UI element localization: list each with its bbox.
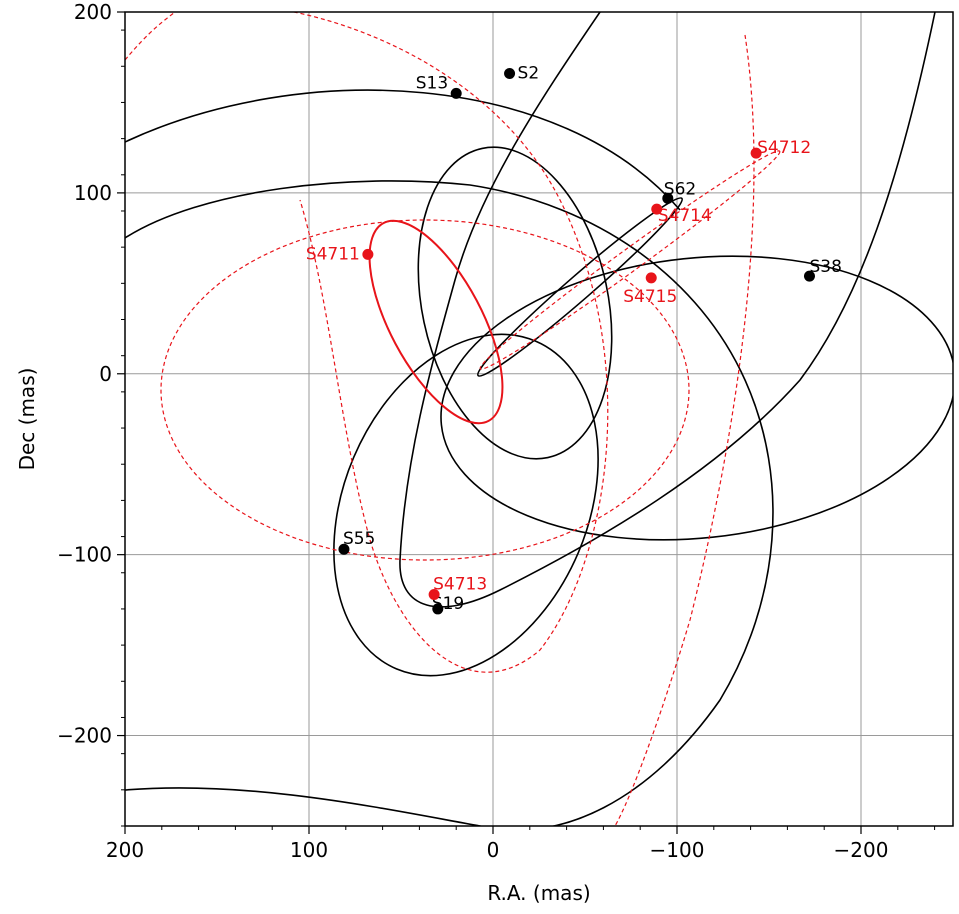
- label-s4712: S4712: [757, 138, 811, 158]
- label-s38: S38: [809, 257, 841, 277]
- orbit-s55: [333, 333, 599, 677]
- label-s4713: S4713: [433, 574, 487, 594]
- point-s62: [662, 192, 674, 204]
- label-s13: S13: [416, 73, 448, 93]
- orbit-s62: [477, 197, 683, 377]
- x-tick-label: −200: [834, 838, 889, 862]
- point-s2: [504, 68, 516, 80]
- point-s4715: [645, 272, 657, 284]
- plot-frame: [124, 11, 954, 827]
- label-s4715: S4715: [623, 287, 677, 307]
- x-tick-label: 100: [290, 838, 328, 862]
- label-s2: S2: [518, 64, 540, 84]
- point-s38: [803, 270, 815, 282]
- point-s13: [450, 87, 462, 99]
- y-tick-label: −100: [57, 543, 112, 567]
- orbit-s13: [399, 12, 936, 608]
- orbit-s38: [440, 255, 953, 541]
- y-tick-label: −200: [57, 724, 112, 748]
- star-points: S2 S13 S62 S38 S55 S19 S4711 S4712 S4714 S4715 S47…: [306, 64, 842, 615]
- x-tick-label: 0: [487, 838, 500, 862]
- point-s4711: [362, 248, 374, 260]
- label-s4714: S4714: [658, 206, 712, 226]
- axis-ticks: 200 100 0 −100 −200 200 100 0 −100 −200: [57, 0, 936, 862]
- point-s55: [338, 543, 350, 555]
- orbit-s4714: [614, 34, 755, 826]
- y-tick-label: 100: [74, 181, 112, 205]
- y-tick-label: 0: [99, 362, 112, 386]
- x-axis-label: R.A. (mas): [487, 881, 590, 905]
- orbit-curves: [125, 12, 953, 826]
- orbit-s19: [125, 180, 774, 826]
- orbit-s4712: [479, 150, 781, 370]
- orbit-s4715: [155, 12, 609, 673]
- point-s4714: [651, 203, 663, 215]
- label-s4711: S4711: [306, 244, 360, 264]
- orbit-s4711: [368, 219, 504, 425]
- label-s62: S62: [664, 179, 696, 199]
- label-s19: S19: [432, 594, 464, 614]
- point-s4712: [750, 147, 762, 159]
- orbit-s2: [417, 146, 613, 460]
- x-tick-label: −100: [650, 838, 705, 862]
- orbit-s4713: [160, 219, 690, 561]
- x-tick-label: 200: [106, 838, 144, 862]
- plot-background: [125, 12, 953, 826]
- point-s4713: [428, 588, 440, 600]
- point-s19: [432, 603, 444, 615]
- orbit-s4712-tail: [125, 12, 176, 61]
- y-tick-label: 200: [74, 0, 112, 24]
- y-axis-label: Dec (mas): [15, 368, 39, 471]
- label-s55: S55: [343, 529, 375, 549]
- orbit-extra: [125, 89, 681, 211]
